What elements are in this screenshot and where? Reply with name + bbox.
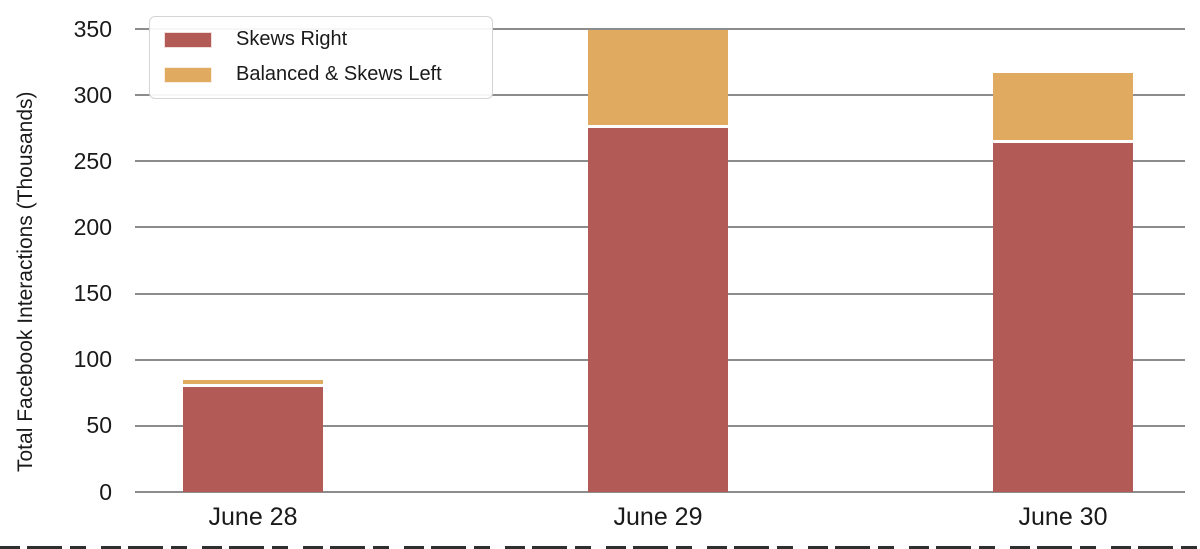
y-tick-label-0: 0 bbox=[99, 478, 112, 505]
bar-segment-balanced-skews-left-june-29 bbox=[588, 30, 728, 126]
gridline-y-0 bbox=[135, 491, 1185, 493]
legend-item-balanced-skews-left: Balanced & Skews Left bbox=[164, 63, 478, 86]
legend-item-skews-right: Skews Right bbox=[164, 28, 478, 51]
y-axis-title-text: Total Facebook Interactions (Thousands) bbox=[14, 91, 37, 472]
legend-label-skews-right: Skews Right bbox=[236, 28, 348, 50]
gridline-y-350 bbox=[135, 28, 1185, 30]
y-tick-label-50: 50 bbox=[86, 412, 112, 439]
y-tick-label-250: 250 bbox=[73, 147, 112, 174]
y-tick-label-100: 100 bbox=[73, 346, 112, 373]
bar-segment-skews-right-june-28 bbox=[183, 387, 323, 492]
legend-swatch-skews-right bbox=[164, 31, 212, 48]
y-tick-label-300: 300 bbox=[73, 81, 112, 108]
legend-swatch-balanced-skews-left bbox=[164, 66, 212, 83]
legend: Skews Right Balanced & Skews Left bbox=[149, 16, 493, 99]
x-tick-label-june-30: June 30 bbox=[1018, 503, 1108, 531]
x-tick-label-june-29: June 29 bbox=[613, 503, 703, 531]
x-tick-label-june-28: June 28 bbox=[208, 503, 298, 531]
y-tick-label-200: 200 bbox=[73, 213, 112, 240]
bar-segment-skews-right-june-29 bbox=[588, 128, 728, 492]
y-tick-label-350: 350 bbox=[73, 15, 112, 42]
legend-label-balanced-skews-left: Balanced & Skews Left bbox=[236, 63, 442, 85]
bar-segment-skews-right-june-30 bbox=[993, 142, 1133, 492]
bar-segment-balanced-skews-left-june-30 bbox=[993, 72, 1133, 140]
y-tick-label-150: 150 bbox=[73, 280, 112, 307]
clipped-bottom-edge-artifact bbox=[0, 546, 1200, 549]
bar-segment-balanced-skews-left-june-28 bbox=[183, 379, 323, 385]
